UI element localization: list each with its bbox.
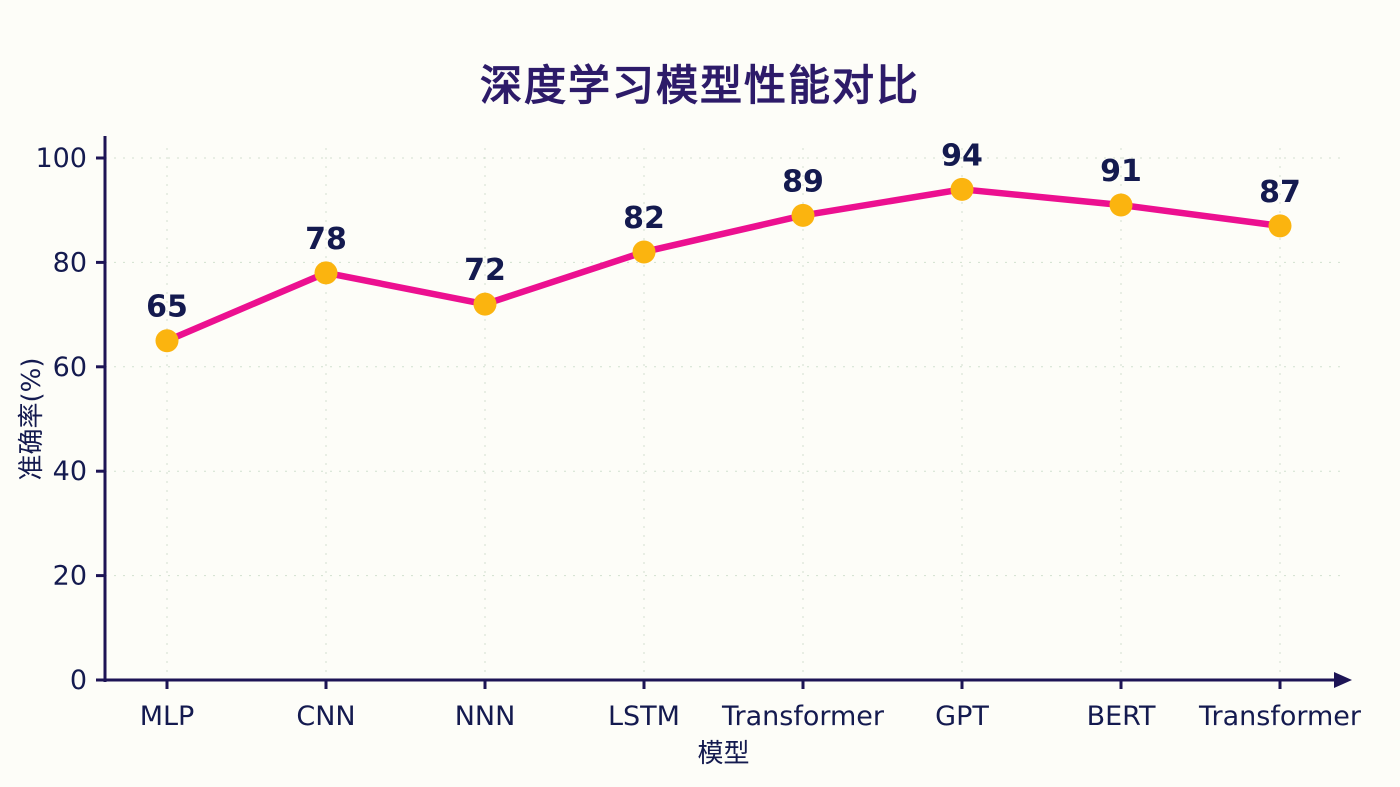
x-tick-label: NNN: [455, 701, 516, 732]
x-tick-label: Transformer: [1198, 701, 1362, 732]
x-tick-label: GPT: [935, 701, 989, 732]
x-tick-label: BERT: [1087, 701, 1156, 732]
data-point: [632, 240, 656, 264]
y-tick-label: 100: [35, 143, 87, 174]
x-tick-label: LSTM: [608, 701, 680, 732]
value-label: 78: [305, 222, 347, 257]
data-point: [155, 329, 179, 353]
data-point: [473, 292, 497, 316]
y-tick-label: 80: [53, 247, 87, 278]
data-point: [1109, 193, 1133, 217]
data-point: [314, 261, 338, 285]
x-axis-title: 模型: [697, 739, 749, 769]
value-label: 72: [464, 253, 506, 288]
data-point: [1268, 214, 1292, 238]
y-tick-label: 20: [53, 561, 87, 592]
y-tick-label: 40: [53, 456, 87, 487]
x-tick-label: MLP: [140, 701, 195, 732]
value-label: 87: [1259, 175, 1301, 210]
y-tick-label: 0: [70, 665, 87, 696]
y-tick-label: 60: [53, 352, 87, 383]
x-tick-label: Transformer: [721, 701, 885, 732]
value-label: 91: [1100, 154, 1142, 189]
x-axis-arrow: [1334, 672, 1352, 688]
value-label: 82: [623, 201, 665, 236]
x-tick-label: CNN: [296, 701, 355, 732]
chart-title: 深度学习模型性能对比: [479, 61, 920, 110]
data-line: [163, 186, 1284, 344]
value-label: 65: [146, 290, 188, 325]
data-point: [791, 203, 815, 227]
value-label: 94: [941, 138, 983, 173]
value-label: 89: [782, 164, 824, 199]
y-axis-title: 准确率(%): [17, 358, 47, 481]
data-point: [950, 177, 974, 201]
